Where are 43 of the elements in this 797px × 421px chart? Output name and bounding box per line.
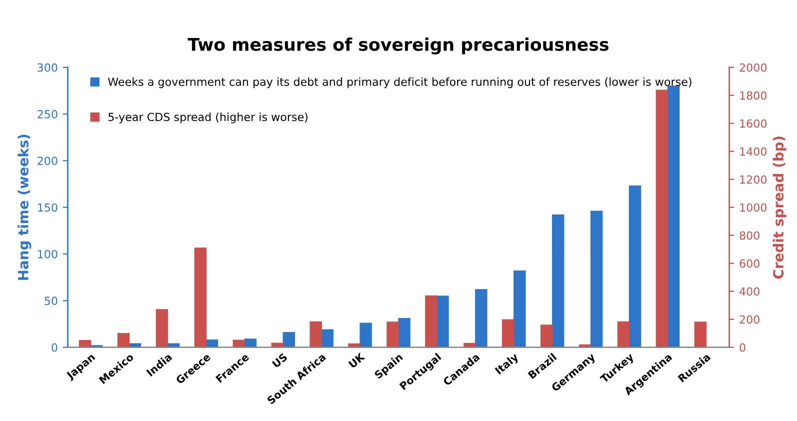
bar xyxy=(628,186,642,348)
x-tick-label: US xyxy=(272,352,288,368)
y-axis-title: Hang time (weeks) xyxy=(18,134,32,280)
y2-tick-label: 1600 xyxy=(740,119,767,128)
y2-tick-label: 2000 xyxy=(740,63,767,72)
bar xyxy=(78,340,92,348)
legend-label: 5-year CDS spread (higher is worse) xyxy=(108,112,308,124)
bar xyxy=(282,332,296,348)
y2-tick-label: 400 xyxy=(740,287,760,296)
y-tick-label: 0 xyxy=(52,343,58,352)
bar xyxy=(348,343,360,348)
y2-tick-label: 1400 xyxy=(740,147,767,156)
bar xyxy=(617,321,630,348)
y-tick-label: 300 xyxy=(38,63,58,72)
legend-label: Weeks a government can pay its debt and primary deficit before running out of reserves (lower is worse) xyxy=(108,77,692,88)
bar xyxy=(590,210,603,348)
y-tick-label: 200 xyxy=(38,156,58,166)
bar xyxy=(194,248,207,348)
y2-axis-title: Credit spread (bp) xyxy=(772,136,786,279)
bar xyxy=(206,340,218,348)
bar xyxy=(552,214,564,348)
bar xyxy=(540,324,553,348)
bar xyxy=(360,322,372,348)
bar xyxy=(117,332,130,348)
bar xyxy=(514,270,526,348)
x-tick-label: UK xyxy=(348,352,366,368)
y-tick-label: 100 xyxy=(38,250,58,258)
bar xyxy=(167,343,180,348)
chart-title: Two measures of sovereign precariousness xyxy=(188,38,608,54)
y2-tick-label: 1000 xyxy=(740,203,767,212)
bar xyxy=(694,322,707,348)
y2-tick-label: 0 xyxy=(740,343,746,352)
y2-tick-label: 1200 xyxy=(740,175,767,184)
bar xyxy=(156,309,168,348)
y2-tick-label: 1800 xyxy=(740,91,767,100)
bar xyxy=(475,289,488,348)
y-tick-label: 250 xyxy=(38,110,58,118)
y2-tick-label: 200 xyxy=(740,315,760,324)
bar xyxy=(464,342,476,348)
y-tick-label: 150 xyxy=(38,203,58,212)
y2-tick-label: 600 xyxy=(740,259,760,268)
y2-tick-label: 800 xyxy=(740,231,760,240)
y-tick-label: 50 xyxy=(44,296,58,306)
